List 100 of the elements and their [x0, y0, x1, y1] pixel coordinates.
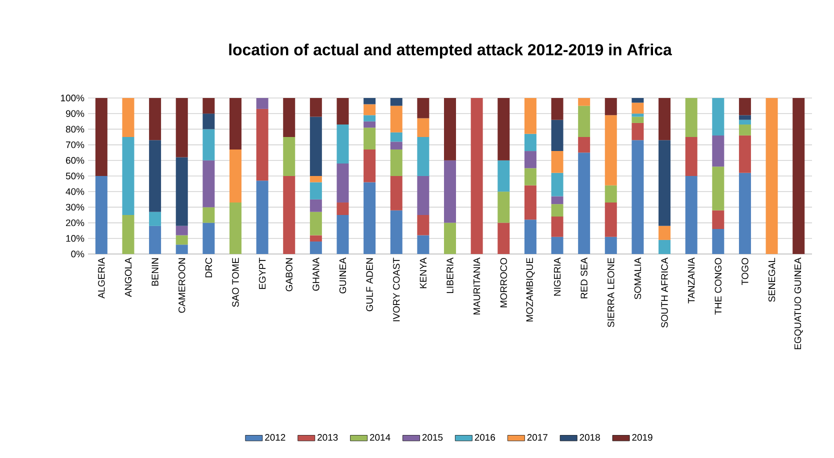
bar [658, 226, 671, 240]
bar [364, 149, 376, 182]
bar [685, 176, 698, 254]
bar [390, 210, 402, 254]
bar [229, 202, 242, 254]
bar [551, 120, 564, 152]
y-tick-label: 50% [66, 172, 84, 180]
bar [738, 172, 751, 254]
x-tick-label: ANGOLA [124, 258, 132, 297]
bar [122, 215, 134, 254]
bar [470, 98, 483, 254]
bar [551, 98, 564, 120]
bar [336, 215, 349, 254]
y-tick-label: 80% [66, 126, 84, 133]
bar [632, 102, 644, 114]
x-tick-label: SENEGAL [768, 258, 776, 302]
bar [738, 120, 751, 125]
bar [551, 172, 564, 196]
bar [149, 226, 162, 254]
bar [176, 244, 188, 254]
bar [604, 202, 617, 237]
bar [738, 98, 751, 116]
y-tick-label: 90% [66, 110, 84, 117]
y-tick-label: 10% [66, 235, 84, 242]
bar [310, 199, 322, 212]
bar [632, 140, 644, 254]
bar [202, 98, 215, 114]
bar [390, 132, 402, 142]
legend-label: 2015 [422, 434, 443, 441]
bar [256, 108, 268, 181]
y-tick-label: 0% [71, 250, 84, 258]
legend-label: 2016 [474, 434, 496, 441]
bar [176, 98, 188, 158]
x-tick-label: MAURITANIA [474, 258, 480, 314]
x-tick-label: BENIN [152, 258, 158, 286]
bar [766, 98, 778, 254]
bar [310, 235, 322, 242]
legend-label: 2019 [632, 434, 652, 441]
x-tick-label: SAO TOME [232, 258, 239, 307]
bar [149, 98, 162, 140]
bar [417, 176, 430, 215]
bar [176, 226, 188, 236]
bar [310, 182, 322, 200]
bar [792, 98, 805, 254]
bar [364, 128, 376, 150]
x-tick-label: SOMALIA [634, 258, 642, 300]
bar [202, 114, 215, 130]
x-tick-label: DRC [205, 258, 212, 278]
bar [417, 235, 430, 254]
y-tick-label: 40% [66, 188, 84, 195]
bar [578, 98, 590, 106]
bar [417, 98, 430, 118]
bar [336, 124, 349, 164]
bar [498, 160, 510, 192]
y-tick-label: 30% [66, 204, 84, 211]
bar [498, 222, 510, 254]
bar [444, 222, 456, 254]
x-tick-label: TANZANIA [688, 258, 695, 304]
bar [417, 215, 430, 236]
y-tick-label: 60% [66, 157, 84, 164]
x-tick-label: THE CONGO [714, 258, 722, 315]
bar [738, 124, 751, 136]
bar [578, 137, 590, 153]
legend-label: 2013 [318, 434, 338, 441]
bar [524, 220, 536, 254]
bar [95, 176, 108, 254]
x-tick-label: SOUTH AFRICA [661, 258, 668, 328]
bar [738, 135, 751, 173]
bar [551, 196, 564, 204]
bar [336, 98, 349, 125]
bar [202, 129, 215, 160]
bar [364, 98, 376, 104]
bar [417, 137, 430, 176]
bar [256, 180, 268, 254]
bar [685, 98, 698, 137]
bar [256, 98, 268, 109]
legend-label: 2017 [527, 434, 548, 441]
bar [551, 151, 564, 173]
bar [632, 116, 644, 123]
x-tick-label: RED SEA [580, 258, 588, 298]
bar [444, 160, 456, 223]
bar [364, 182, 376, 254]
bar [283, 176, 296, 254]
bar [444, 98, 456, 160]
x-tick-label: ALGERIA [98, 258, 105, 299]
bar [95, 98, 108, 176]
bar [712, 135, 724, 167]
bar [524, 134, 536, 152]
bar [390, 142, 402, 150]
legend-label: 2014 [370, 434, 390, 441]
x-tick-label: CAMEROON [178, 258, 186, 313]
bar [658, 240, 671, 254]
x-tick-label: EGQUATUO GUINEA [794, 258, 803, 350]
bar [551, 216, 564, 237]
bar [202, 207, 215, 223]
chart-title: location of actual and attempted attack 2012-2019 in Africa [229, 44, 672, 59]
x-tick-label: GHANA [312, 258, 320, 291]
bar [685, 137, 698, 176]
bar [551, 236, 564, 254]
x-tick-label: GUINEA [339, 258, 346, 294]
